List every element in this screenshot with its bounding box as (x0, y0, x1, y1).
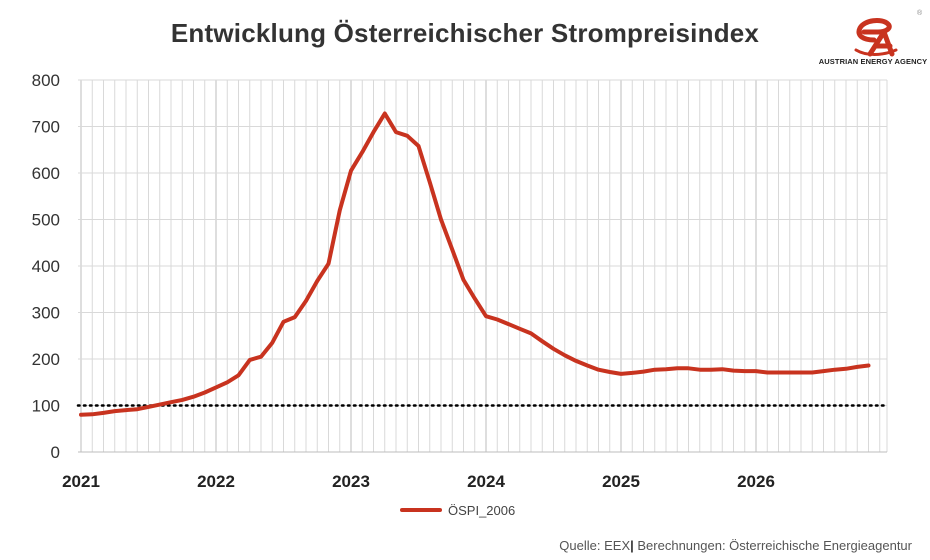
y-tick-label: 700 (32, 118, 60, 137)
source-note: Quelle: EEX| Berechnungen: Österreichisc… (559, 538, 912, 553)
y-tick-label: 300 (32, 304, 60, 323)
source-prefix: Quelle: EEX (559, 538, 631, 553)
y-tick-label: 100 (32, 397, 60, 416)
y-tick-label: 200 (32, 350, 60, 369)
x-tick-label: 2026 (737, 472, 775, 491)
x-tick-label: 2024 (467, 472, 505, 491)
y-tick-label: 0 (51, 443, 60, 462)
source-separator: | (630, 538, 634, 553)
logo-swoosh (854, 48, 898, 56)
logo-text: AUSTRIAN ENERGY AGENCY (818, 57, 928, 66)
logo-registered-mark: ® (917, 10, 923, 17)
y-tick-label: 500 (32, 211, 60, 230)
x-tick-label: 2021 (62, 472, 100, 491)
x-tick-label: 2023 (332, 472, 370, 491)
source-suffix: Berechnungen: Österreichische Energieage… (633, 538, 912, 553)
series-line-ospi (79, 111, 871, 417)
chart-title: Entwicklung Österreichischer Strompreisi… (170, 18, 760, 48)
austrian-energy-agency-logo (854, 18, 898, 57)
y-tick-label: 800 (32, 71, 60, 90)
y-tick-label: 400 (32, 257, 60, 276)
logo-e-mark (856, 18, 892, 43)
legend: ÖSPI_2006 (400, 500, 515, 520)
logo-a-mark (867, 29, 895, 57)
x-tick-label: 2022 (197, 472, 235, 491)
x-tick-label: 2025 (602, 472, 640, 491)
legend-swatch (400, 508, 442, 512)
y-tick-label: 600 (32, 164, 60, 183)
legend-label: ÖSPI_2006 (448, 502, 516, 518)
